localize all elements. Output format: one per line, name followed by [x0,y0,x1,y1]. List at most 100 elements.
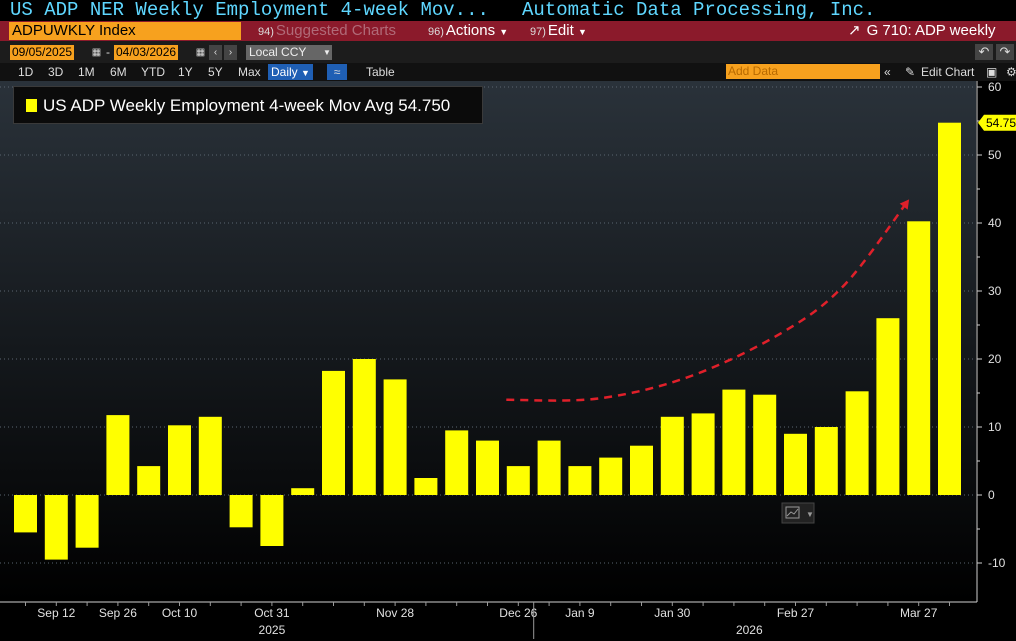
add-data-input[interactable]: Add Data [726,64,880,79]
period-6m[interactable]: 6M [110,65,127,79]
y-tick-label: 50 [988,148,1002,162]
edit-dropdown-icon: ▼ [577,27,587,37]
bar [476,440,499,495]
start-date-input[interactable]: 09/05/2025 [10,45,75,60]
bar [691,413,715,495]
period-1m[interactable]: 1M [78,65,95,79]
suggested-charts-label: Suggested Charts [275,22,396,39]
company-name: Automatic Data Processing, Inc. [522,0,876,21]
frequency-label: Daily [271,65,298,79]
period-bar: 1D 3D 1M 6M YTD 1Y 5Y Max Daily ▼ ≈ Tabl… [0,63,1016,81]
table-button[interactable]: Table [366,65,395,79]
bar [137,466,161,495]
frequency-select[interactable]: Daily ▼ [268,64,313,80]
suggested-charts-menu[interactable]: 94) Suggested Charts [258,21,396,41]
svg-text:▼: ▼ [806,510,814,519]
edit-label: Edit [547,22,574,39]
y-tick-label: 0 [988,488,995,502]
bar [938,122,961,495]
y-tick-label: 10 [988,420,1002,434]
bar [106,415,130,495]
period-1y[interactable]: 1Y [178,65,193,79]
last-value-badge: 54.75 [978,114,1016,131]
bar [568,466,592,495]
chart-settings-icon[interactable]: ▣ [986,65,998,79]
undo-icon[interactable]: ↶ [975,44,993,60]
bar [753,394,777,495]
x-tick-label: Mar 27 [900,606,938,620]
bar [168,425,191,495]
chart-type-icon[interactable]: ≈ [327,64,347,80]
period-1d[interactable]: 1D [18,65,34,79]
legend-label: US ADP Weekly Employment 4-week Mov Avg … [43,96,451,115]
bar [383,379,407,495]
x-tick-label: Sep 26 [99,606,137,620]
bar [198,416,222,495]
bar [291,488,315,495]
currency-select[interactable]: Local CCY [246,45,332,60]
y-tick-label: 60 [988,81,1002,94]
period-3d[interactable]: 3D [48,65,64,79]
bar [660,416,684,495]
start-calendar-icon[interactable]: ▦ [90,45,103,60]
bar [845,391,869,495]
date-separator: - [106,45,110,59]
y-tick-label: 20 [988,352,1002,366]
period-ytd[interactable]: YTD [141,65,165,79]
bar [630,445,653,495]
x-tick-label: Jan 30 [654,606,690,620]
period-max[interactable]: Max [238,65,261,79]
bar-series [14,122,961,560]
x-year-label: 2025 [259,623,286,637]
function-link[interactable]: ↗ G 710: ADP weekly [848,21,996,41]
trend-arrowhead [899,199,910,210]
bar [44,495,68,560]
x-tick-label: Feb 27 [777,606,815,620]
redo-icon[interactable]: ↷ [996,44,1014,60]
title-bar: US ADP NER Weekly Employment 4-week Mov.… [0,0,1016,21]
y-tick-label: -10 [988,556,1006,570]
currency-dropdown-icon: ▼ [323,48,331,57]
y-tick-label: 30 [988,284,1002,298]
actions-dropdown-icon: ▼ [499,27,509,37]
next-period-icon[interactable]: › [224,45,237,60]
bar [75,495,99,548]
gear-icon[interactable]: ⚙ [1006,65,1016,79]
chart-options-button[interactable]: ▼ [781,502,815,524]
bar [876,318,900,495]
last-value-badge-shape [978,114,1016,131]
previous-period-icon[interactable]: ‹ [209,45,222,60]
edit-chart-button[interactable]: Edit Chart [921,65,975,79]
actions-label: Actions [445,22,496,39]
actions-menu[interactable]: 96) Actions ▼ [428,21,508,41]
date-range-bar: 09/05/2025 ▦ - 04/03/2026 ▦ ‹ › Local CC… [0,41,1016,63]
edit-number: 97) [530,26,546,38]
bar [260,495,284,546]
plot-background [0,81,976,602]
actions-number: 96) [428,26,444,38]
frequency-dropdown-icon: ▼ [301,68,310,78]
bar [907,221,931,496]
edit-chart-pencil-icon: ✎ [905,65,916,79]
bar [722,389,746,495]
ticker-field[interactable]: ADPUWKLY Index [9,22,241,40]
function-label: G 710: ADP weekly [866,22,996,39]
x-axis: Sep 12 Sep 26 Oct 10 Oct 31 Nov 28 Dec 26 Jan … [25,602,950,639]
bar [784,433,807,495]
x-tick-label: Nov 28 [376,606,414,620]
collapse-icon[interactable]: « [884,65,891,79]
x-tick-label: Dec 26 [499,606,537,620]
toolbar: ADPUWKLY Index 94) Suggested Charts 96) Ac… [0,21,1016,41]
bar [352,359,376,495]
x-tick-label: Oct 31 [254,606,290,620]
end-date-input[interactable]: 04/03/2026 [114,45,179,60]
bar [414,478,438,495]
bar [322,370,345,495]
x-tick-label: Jan 9 [565,606,595,620]
x-tick-label: Oct 10 [162,606,198,620]
bar [445,430,469,495]
end-calendar-icon[interactable]: ▦ [194,45,207,60]
edit-menu[interactable]: 97) Edit ▼ [530,21,587,41]
security-title: US ADP NER Weekly Employment 4-week Mov.… [10,0,489,21]
period-5y[interactable]: 5Y [208,65,223,79]
